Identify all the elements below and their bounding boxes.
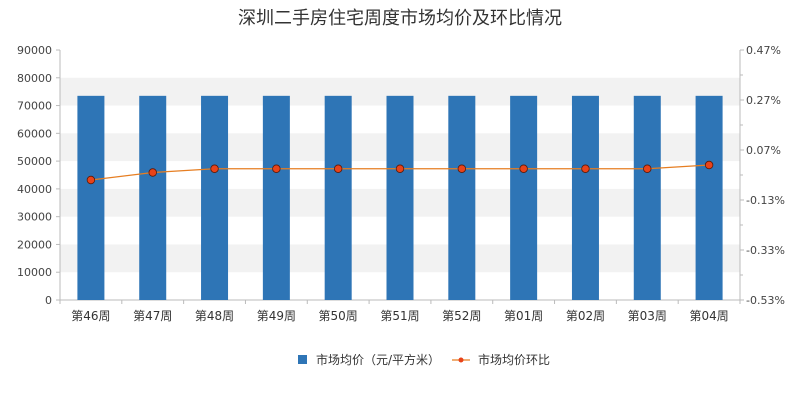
line-point[interactable] bbox=[519, 164, 528, 173]
legend: 市场均价（元/平方米） 市场均价环比 bbox=[298, 352, 550, 367]
y-left-tick-label: 70000 bbox=[17, 100, 52, 113]
bar[interactable] bbox=[510, 95, 538, 300]
legend-line-label[interactable]: 市场均价环比 bbox=[478, 352, 550, 367]
x-tick-label: 第49周 bbox=[257, 309, 296, 323]
y-left-tick-label: 50000 bbox=[17, 155, 52, 168]
line-point[interactable] bbox=[643, 164, 652, 173]
x-tick-label: 第03周 bbox=[628, 309, 667, 323]
legend-bar-swatch bbox=[298, 355, 307, 364]
bar[interactable] bbox=[262, 95, 290, 300]
y-left-tick-label: 40000 bbox=[17, 183, 52, 196]
axes: 0 10000 20000 30000 40000 50000 60000 70000 8000… bbox=[17, 44, 785, 323]
bar[interactable] bbox=[324, 95, 352, 300]
y-right-tick-label: -0.33% bbox=[746, 244, 785, 257]
x-tick-label: 第01周 bbox=[504, 309, 543, 323]
y-left-tick-label: 30000 bbox=[17, 211, 52, 224]
legend-line-marker bbox=[458, 357, 464, 363]
y-left-tick-label: 10000 bbox=[17, 266, 52, 279]
bar[interactable] bbox=[448, 95, 476, 300]
bar[interactable] bbox=[695, 95, 723, 300]
x-tick-label: 第51周 bbox=[380, 309, 419, 323]
bar-series bbox=[77, 95, 723, 300]
x-tick-label: 第47周 bbox=[133, 309, 172, 323]
line-point[interactable] bbox=[581, 164, 590, 173]
bar[interactable] bbox=[571, 95, 599, 300]
y-right-tick-label: -0.53% bbox=[746, 294, 785, 307]
y-right-tick-label: 0.47% bbox=[746, 44, 781, 57]
line-point[interactable] bbox=[704, 160, 714, 170]
line-series bbox=[86, 160, 714, 185]
bar[interactable] bbox=[139, 95, 167, 300]
bar[interactable] bbox=[77, 95, 105, 300]
y-right-tick-label: -0.13% bbox=[746, 194, 785, 207]
line-point[interactable] bbox=[272, 164, 281, 173]
x-tick-label: 第46周 bbox=[71, 309, 110, 323]
y-right-tick-label: 0.27% bbox=[746, 94, 781, 107]
x-tick-label: 第50周 bbox=[319, 309, 358, 323]
bar[interactable] bbox=[633, 95, 661, 300]
y-left-tick-label: 90000 bbox=[17, 44, 52, 57]
y-left-tick-label: 80000 bbox=[17, 72, 52, 85]
x-tick-label: 第02周 bbox=[566, 309, 605, 323]
y-left-tick-label: 0 bbox=[45, 294, 52, 307]
line-point[interactable] bbox=[395, 164, 405, 173]
x-tick-label: 第52周 bbox=[442, 309, 481, 323]
y-left-tick-label: 20000 bbox=[17, 238, 52, 251]
chart-title: 深圳二手房住宅周度市场均价及环比情况 bbox=[238, 8, 562, 29]
line-point[interactable] bbox=[333, 164, 343, 173]
line-point[interactable] bbox=[148, 168, 157, 177]
x-tick-label: 第48周 bbox=[195, 309, 234, 323]
line-point[interactable] bbox=[457, 164, 467, 173]
line-point[interactable] bbox=[86, 175, 96, 185]
bar[interactable] bbox=[386, 95, 414, 300]
x-tick-label: 第04周 bbox=[689, 309, 728, 323]
bar[interactable] bbox=[201, 95, 229, 300]
legend-bar-label[interactable]: 市场均价（元/平方米） bbox=[316, 352, 440, 367]
y-left-tick-label: 60000 bbox=[17, 127, 52, 140]
y-right-tick-label: 0.07% bbox=[746, 144, 781, 157]
line-point[interactable] bbox=[210, 164, 219, 173]
